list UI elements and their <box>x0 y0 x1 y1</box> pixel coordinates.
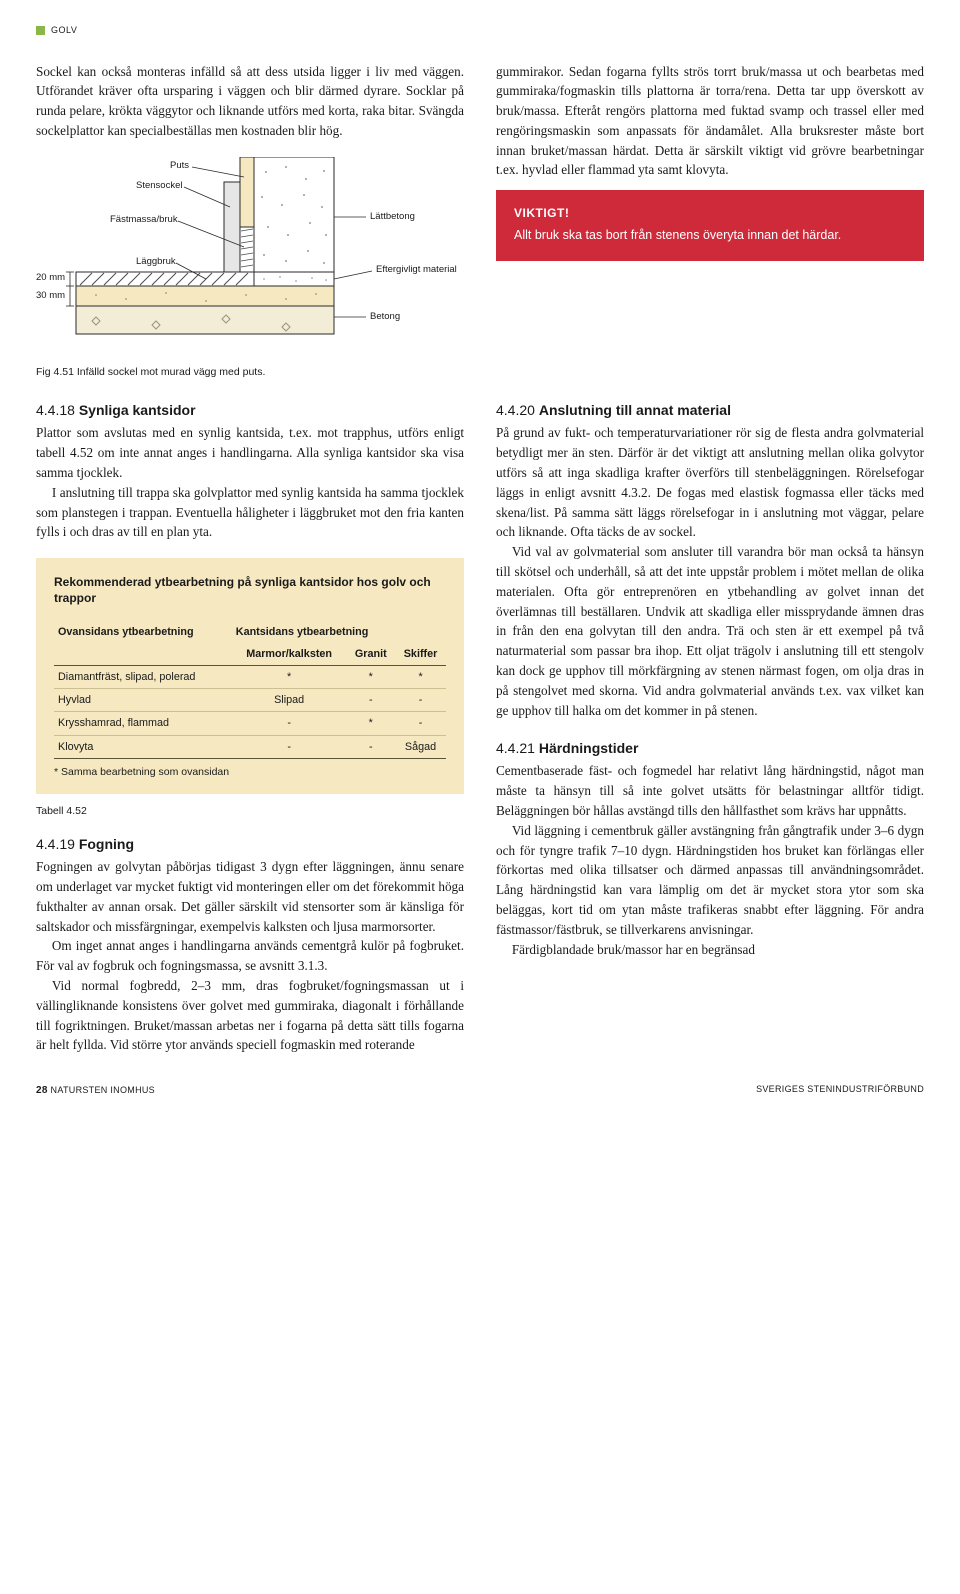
cell: Diamantfräst, slipad, polerad <box>54 665 232 688</box>
th-kantsidan: Kantsidans ytbearbetning <box>232 621 446 643</box>
cell: * <box>346 665 395 688</box>
heading-4-4-18: 4.4.18 Synliga kantsidor <box>36 400 464 421</box>
cell: Sågad <box>395 735 446 758</box>
table-body: Diamantfräst, slipad, polerad * * * Hyvl… <box>54 665 446 758</box>
intro-right: gummirakor. Sedan fogarna fyllts strös t… <box>496 62 924 181</box>
footer-left: 28 NATURSTEN INOMHUS <box>36 1083 155 1098</box>
cell: * <box>346 712 395 735</box>
section-4-4-20: På grund av fukt- och temperaturvariatio… <box>496 423 924 720</box>
section-4-4-19: Fogningen av golvytan påbörjas tidigast … <box>36 857 464 1055</box>
rubric: GOLV <box>36 24 924 38</box>
label-puts: Puts <box>170 161 189 171</box>
footer-left-text: NATURSTEN INOMHUS <box>51 1085 155 1095</box>
callout-viktigt: VIKTIGT! Allt bruk ska tas bort från ste… <box>496 190 924 261</box>
cell: - <box>395 689 446 712</box>
diagram-svg <box>36 157 466 347</box>
rubric-label: GOLV <box>51 24 77 38</box>
table-grid: Ovansidans ytbearbetning Kantsidans ytbe… <box>54 621 446 759</box>
table-title: Rekommenderad ytbearbetning på synliga k… <box>54 574 446 606</box>
table-row: Hyvlad Slipad - - <box>54 689 446 712</box>
cell: Slipad <box>232 689 347 712</box>
cell: - <box>395 712 446 735</box>
th-skiffer: Skiffer <box>395 643 446 666</box>
cell: - <box>232 735 347 758</box>
upper-right-col: gummirakor. Sedan fogarna fyllts strös t… <box>496 62 924 355</box>
section-4-4-21: Cementbaserade fäst- och fogmedel har re… <box>496 761 924 959</box>
cell: Hyvlad <box>54 689 232 712</box>
callout-title: VIKTIGT! <box>514 204 906 222</box>
s4420-p1: På grund av fukt- och temperaturvariatio… <box>496 423 924 542</box>
table-caption: Tabell 4.52 <box>36 804 464 820</box>
heading-num: 4.4.19 <box>36 836 75 852</box>
section-4-4-18: Plattor som avslutas med en synlig kants… <box>36 423 464 542</box>
intro-left: Sockel kan också monteras infälld så att… <box>36 62 464 141</box>
table-row: Diamantfräst, slipad, polerad * * * <box>54 665 446 688</box>
table-4-52: Rekommenderad ytbearbetning på synliga k… <box>36 558 464 794</box>
label-lattbetong: Lättbetong <box>370 212 415 222</box>
th-ovansidan: Ovansidans ytbearbetning <box>54 621 232 643</box>
label-betong: Betong <box>370 312 400 322</box>
rubric-square-icon <box>36 26 45 35</box>
th-blank <box>54 643 232 666</box>
upper-columns: Sockel kan också monteras infälld så att… <box>36 62 924 355</box>
s4421-p1: Cementbaserade fäst- och fogmedel har re… <box>496 761 924 820</box>
label-stensockel: Stensockel <box>136 181 182 191</box>
lower-left-col: 4.4.18 Synliga kantsidor Plattor som avs… <box>36 394 464 1055</box>
heading-num: 4.4.18 <box>36 402 75 418</box>
s4419-p2: Om inget annat anges i handlingarna anvä… <box>36 936 464 976</box>
cell: - <box>346 689 395 712</box>
table-row: Klovyta - - Sågad <box>54 735 446 758</box>
th-marmor: Marmor/kalksten <box>232 643 347 666</box>
upper-left-col: Sockel kan också monteras infälld så att… <box>36 62 464 355</box>
heading-num: 4.4.20 <box>496 402 535 418</box>
heading-title: Härdningstider <box>539 740 639 756</box>
heading-num: 4.4.21 <box>496 740 535 756</box>
heading-title: Synliga kantsidor <box>79 402 196 418</box>
heading-title: Fogning <box>79 836 134 852</box>
figure-caption: Fig 4.51 Infälld sockel mot murad vägg m… <box>36 365 924 381</box>
label-fastmassa: Fästmassa/bruk <box>110 215 178 225</box>
heading-4-4-20: 4.4.20 Anslutning till annat material <box>496 400 924 421</box>
cell: * <box>232 665 347 688</box>
lower-columns: 4.4.18 Synliga kantsidor Plattor som avs… <box>36 394 924 1055</box>
heading-4-4-21: 4.4.21 Härdningstider <box>496 738 924 759</box>
s4419-p3: Vid normal fogbredd, 2–3 mm, dras fogbru… <box>36 976 464 1055</box>
page-number: 28 <box>36 1085 48 1096</box>
s4419-p1: Fogningen av golvytan påbörjas tidigast … <box>36 857 464 936</box>
table-row: Krysshamrad, flammad - * - <box>54 712 446 735</box>
s4421-p2: Vid läggning i cementbruk gäller avstäng… <box>496 821 924 940</box>
lower-right-col: 4.4.20 Anslutning till annat material På… <box>496 394 924 1055</box>
table-note: * Samma bearbetning som ovansidan <box>54 765 446 781</box>
label-20mm: 20 mm <box>36 273 65 283</box>
cell: Krysshamrad, flammad <box>54 712 232 735</box>
s4418-p2: I anslutning till trappa ska golvplattor… <box>36 483 464 542</box>
label-30mm: 30 mm <box>36 291 65 301</box>
cell: - <box>346 735 395 758</box>
label-eftergivligt: Eftergivligt material <box>376 265 457 275</box>
cell: - <box>232 712 347 735</box>
heading-title: Anslutning till annat material <box>539 402 731 418</box>
s4421-p3: Färdigblandade bruk/massor har en begrän… <box>496 940 924 960</box>
cell: * <box>395 665 446 688</box>
cell: Klovyta <box>54 735 232 758</box>
label-laggbruk: Läggbruk <box>136 257 176 267</box>
heading-4-4-19: 4.4.19 Fogning <box>36 834 464 855</box>
figure-4-51: Puts Stensockel Fästmassa/bruk Läggbruk … <box>36 157 464 347</box>
footer-right: SVERIGES STENINDUSTRIFÖRBUND <box>756 1083 924 1098</box>
s4418-p1: Plattor som avslutas med en synlig kants… <box>36 423 464 482</box>
th-granit: Granit <box>346 643 395 666</box>
s4420-p2: Vid val av golvmaterial som ansluter til… <box>496 542 924 720</box>
callout-body: Allt bruk ska tas bort från stenens över… <box>514 226 906 245</box>
page-footer: 28 NATURSTEN INOMHUS SVERIGES STENINDUST… <box>36 1083 924 1098</box>
